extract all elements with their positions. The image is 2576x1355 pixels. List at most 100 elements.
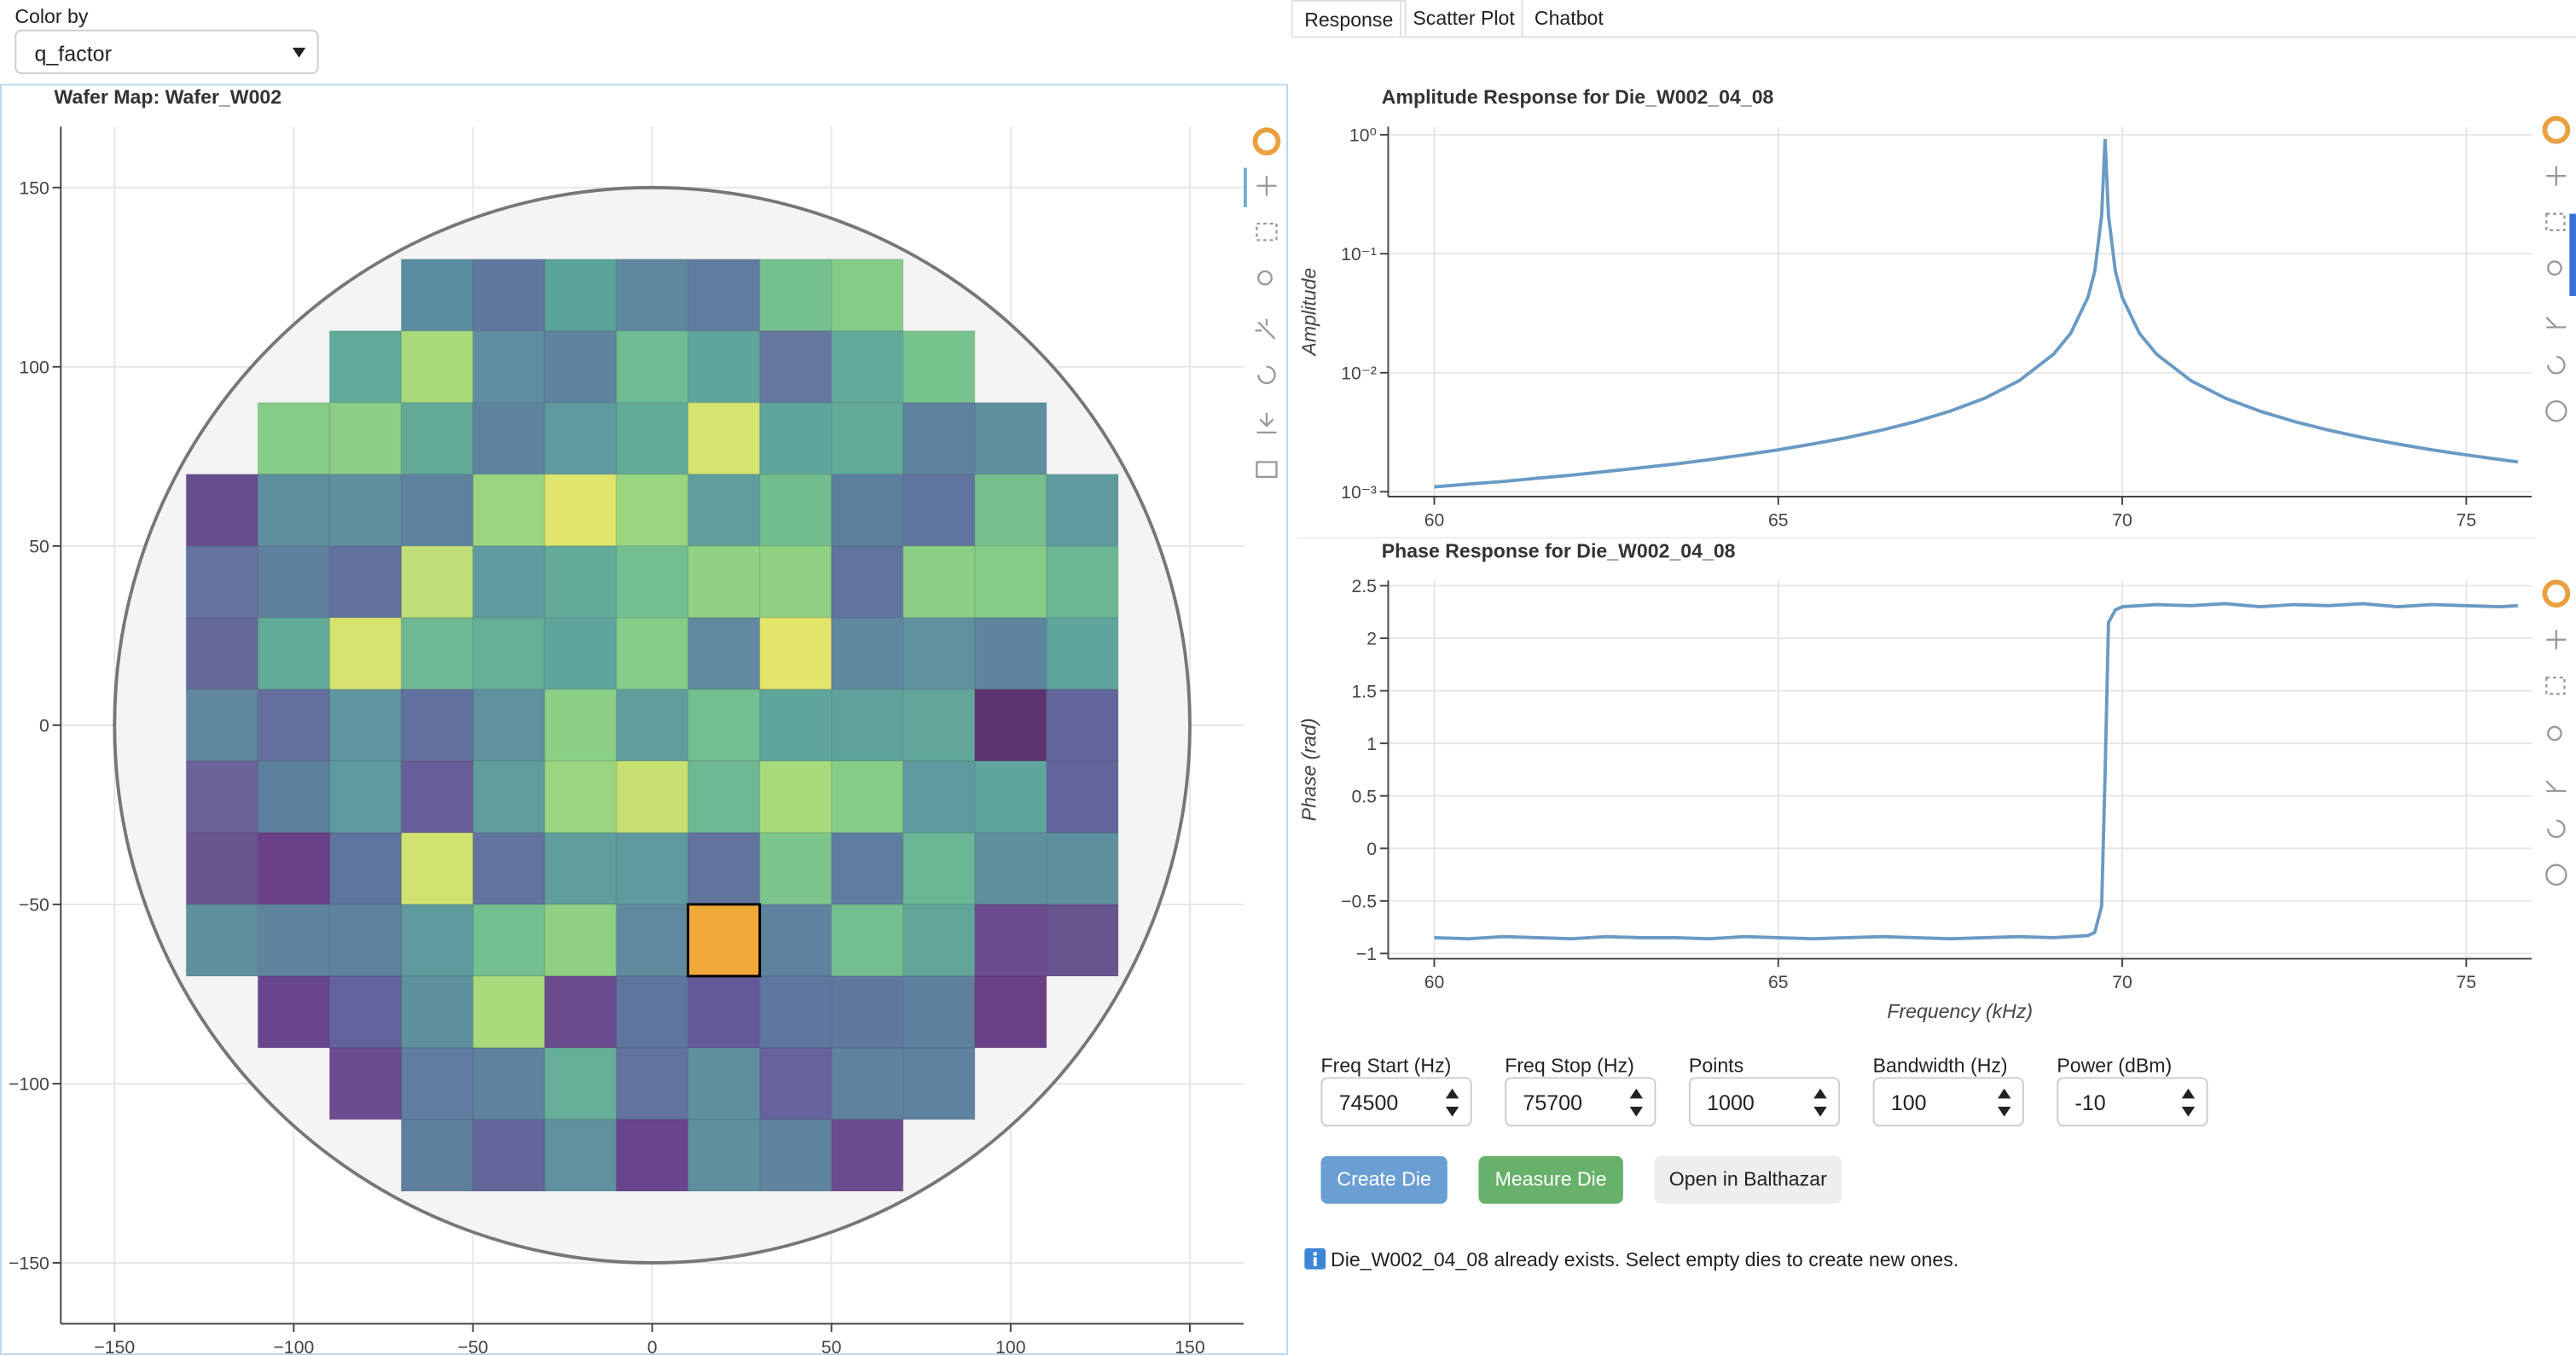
input-value: 100 [1890, 1090, 1927, 1115]
die [328, 330, 403, 404]
die [257, 689, 331, 762]
die [687, 760, 761, 834]
die [830, 975, 904, 1049]
number-input[interactable]: 100 [1872, 1077, 2024, 1127]
die [974, 832, 1047, 905]
die [687, 904, 761, 977]
die [615, 545, 689, 619]
response-line [1434, 602, 2518, 941]
open-balthazar-button[interactable]: Open in Balthazar [1654, 1155, 1842, 1204]
die [830, 832, 904, 905]
chart-title: Phase Response for Die_W002_04_08 [1382, 539, 1736, 561]
save-tool[interactable] [1256, 412, 1277, 434]
die [758, 832, 833, 905]
die [758, 259, 833, 332]
help-tool[interactable] [2545, 864, 2567, 886]
die [543, 904, 618, 977]
die [830, 259, 904, 332]
box-zoom-tool[interactable] [1256, 222, 1278, 241]
hover-tool[interactable] [1256, 461, 1278, 479]
bokeh-logo[interactable] [2542, 579, 2571, 608]
number-input[interactable]: -10 [2057, 1077, 2208, 1127]
die [615, 832, 689, 905]
die [257, 904, 331, 977]
die [257, 617, 331, 690]
die [1046, 617, 1119, 690]
box-zoom-tool[interactable] [2545, 212, 2566, 231]
pan-tool[interactable] [1256, 176, 1277, 196]
die [543, 1047, 618, 1120]
die [687, 1119, 761, 1192]
die [758, 1119, 833, 1192]
die [185, 689, 259, 762]
die [257, 402, 331, 475]
save-tool[interactable] [2545, 780, 2567, 793]
tab[interactable]: Scatter Plot [1399, 0, 1526, 37]
measure-die-button[interactable]: Measure Die [1478, 1155, 1623, 1204]
y-tick-label: 0 [39, 717, 49, 736]
die [830, 617, 904, 690]
die [400, 904, 474, 977]
die [400, 474, 474, 547]
die [328, 474, 403, 547]
die [472, 832, 546, 905]
die [974, 545, 1047, 619]
die [902, 474, 976, 547]
die [543, 689, 618, 762]
die [758, 975, 833, 1049]
pan-tool[interactable] [2546, 166, 2567, 186]
wheel-zoom-tool[interactable] [2547, 260, 2562, 276]
save-tool[interactable] [2545, 317, 2567, 329]
field-label: Points [1688, 1054, 1744, 1078]
die [615, 259, 689, 332]
number-input[interactable]: 75700 [1505, 1077, 1656, 1127]
die [758, 617, 833, 690]
die [758, 474, 833, 547]
die [687, 474, 761, 547]
create-die-button[interactable]: Create Die [1320, 1155, 1448, 1204]
die [543, 975, 618, 1049]
x-tick-label: 65 [1768, 511, 1789, 531]
box-zoom-tool[interactable] [2545, 676, 2566, 695]
die [615, 330, 689, 404]
die [400, 689, 474, 762]
color-by-select[interactable]: q_factor [15, 29, 319, 74]
reset-tool[interactable] [1257, 365, 1276, 385]
die [687, 330, 761, 404]
die [687, 689, 761, 762]
die [1046, 760, 1119, 834]
tab[interactable]: Chatbot [1521, 0, 1615, 37]
die [185, 545, 259, 619]
number-input[interactable]: 74500 [1320, 1077, 1472, 1127]
die [185, 617, 259, 690]
die [543, 330, 618, 404]
die [758, 402, 833, 475]
wheel-zoom-tool[interactable] [1257, 270, 1273, 286]
die [400, 1047, 474, 1120]
pan-tool[interactable] [2546, 630, 2567, 650]
die [974, 474, 1047, 547]
reset-tool[interactable] [2547, 356, 2566, 375]
wheel-zoom-tool[interactable] [2547, 725, 2562, 741]
bokeh-logo[interactable] [2542, 115, 2571, 144]
status-message: Die_W002_04_08 already exists. Select em… [1331, 1247, 1959, 1271]
die [902, 904, 976, 977]
reset-tool[interactable] [2547, 819, 2566, 839]
tab[interactable]: Response [1291, 0, 1407, 37]
die [472, 402, 546, 475]
number-input[interactable]: 1000 [1688, 1077, 1841, 1127]
bokeh-logo[interactable] [1252, 127, 1281, 156]
die [472, 1119, 546, 1192]
die [974, 975, 1047, 1049]
x-tick-label: −50 [458, 1338, 489, 1355]
die [830, 1119, 904, 1192]
tap-tool[interactable] [1255, 318, 1276, 340]
die [472, 904, 546, 977]
input-value: 74500 [1338, 1090, 1399, 1115]
wafer-panel [0, 84, 1288, 1355]
x-tick-label: 50 [821, 1338, 842, 1355]
die [472, 617, 546, 690]
help-tool[interactable] [2545, 400, 2567, 422]
color-by-label: Color by [15, 4, 89, 28]
